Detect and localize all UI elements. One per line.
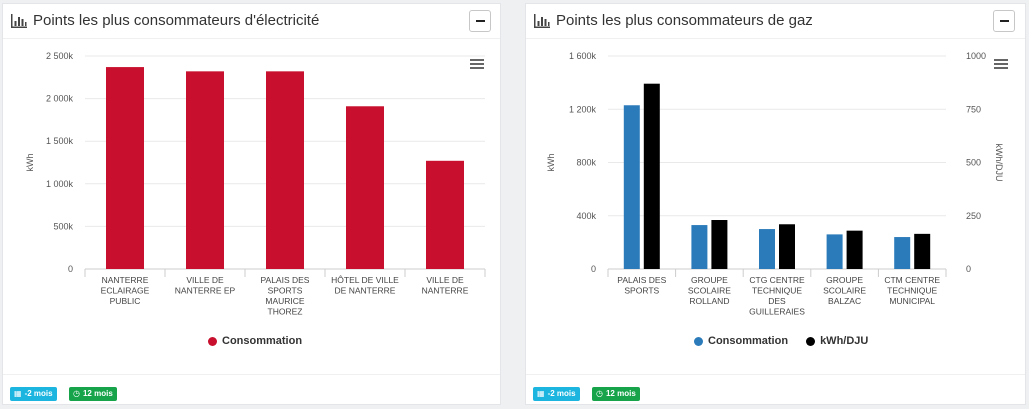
bar-kwh-dju bbox=[846, 230, 863, 269]
bar-kwh-dju bbox=[711, 220, 728, 269]
x-tick-label: GROUPE SCOLAIRE BALZAC bbox=[823, 275, 866, 306]
legend-label: Consommation bbox=[222, 335, 303, 347]
calendar-icon: ▦ bbox=[537, 389, 545, 398]
bar-consommation bbox=[346, 106, 384, 269]
y-tick-label: 0 bbox=[68, 264, 73, 274]
badge-label: 12 mois bbox=[82, 389, 113, 398]
chart-menu-icon[interactable] bbox=[470, 59, 484, 71]
bar-kwh-dju bbox=[779, 224, 795, 269]
electricity-panel-header: Points les plus consommateurs d'électric… bbox=[3, 4, 500, 39]
legend-label: kWh/DJU bbox=[820, 335, 869, 347]
calendar-icon: ▦ bbox=[14, 389, 22, 398]
y-right-tick-label: 1000 bbox=[966, 51, 986, 61]
y-tick-label: 1 600k bbox=[569, 51, 597, 61]
bar-consommation bbox=[186, 71, 224, 269]
collapse-button[interactable] bbox=[993, 10, 1015, 32]
legend-marker bbox=[208, 337, 217, 346]
legend-marker bbox=[694, 337, 703, 346]
panel-title: Points les plus consommateurs d'électric… bbox=[33, 12, 320, 29]
y-tick-label: 1 200k bbox=[569, 104, 597, 114]
x-tick-label: HÔTEL DE VILLE DE NANTERRE bbox=[331, 275, 399, 296]
y-right-tick-label: 500 bbox=[966, 158, 981, 168]
bar-consommation bbox=[691, 225, 708, 269]
minus-icon bbox=[1000, 20, 1009, 22]
legend-label: Consommation bbox=[708, 335, 789, 347]
chart-legend: Consommation kWh/DJU bbox=[694, 335, 886, 347]
bar-kwh-dju bbox=[914, 233, 931, 269]
bar-consommation bbox=[894, 237, 911, 269]
legend-marker bbox=[806, 337, 816, 346]
electricity-chart: 0 500k 1 000k 1 500k 2 000k 2 500k kWh NANTERRE… bbox=[25, 51, 486, 317]
x-tick-label: PALAIS DES SPORTS bbox=[617, 275, 666, 296]
chart-legend: Consommation bbox=[208, 335, 320, 347]
x-tick-label: VILLE DE NANTERRE bbox=[422, 275, 469, 296]
y-tick-label: 0 bbox=[591, 264, 596, 274]
x-tick-label: GROUPE SCOLAIRE ROLLAND bbox=[688, 275, 731, 306]
y-right-tick-label: 250 bbox=[966, 211, 981, 221]
x-tick-label: CTG CENTRE TECHNIQUE DES GUILLERAIES bbox=[749, 275, 805, 317]
panel-footer: ▦ -2 mois ◷ 12 mois bbox=[526, 374, 1025, 406]
y-right-tick-label: 750 bbox=[966, 104, 981, 114]
x-tick-label: PALAIS DES SPORTS MAURICE THOREZ bbox=[261, 275, 310, 317]
y-tick-label: 800k bbox=[576, 158, 596, 168]
bar-consommation bbox=[426, 160, 464, 269]
legend-item-consommation[interactable]: Consommation bbox=[694, 335, 788, 347]
badge-label: 12 mois bbox=[605, 389, 636, 398]
clock-icon: ◷ bbox=[596, 389, 603, 398]
bar-chart-icon bbox=[534, 14, 550, 28]
x-tick-label: CTM CENTRE TECHNIQUE MUNICIPAL bbox=[884, 275, 940, 306]
y-tick-label: 2 000k bbox=[46, 94, 74, 104]
y-tick-label: 2 500k bbox=[46, 51, 74, 61]
y-axis-label: kWh bbox=[546, 154, 556, 172]
chart-menu-icon[interactable] bbox=[994, 59, 1008, 71]
gas-chart: 0 400k 800k 1 200k 1 600k 0 250 500 750 1000 kWh/D… bbox=[546, 51, 1004, 317]
electricity-panel: Points les plus consommateurs d'électric… bbox=[2, 3, 501, 405]
legend-item-consommation[interactable]: Consommation bbox=[208, 335, 302, 347]
badge-label: -2 mois bbox=[547, 389, 576, 398]
bar-chart-icon bbox=[11, 14, 27, 28]
x-tick-label: NANTERRE ECLAIRAGE PUBLIC bbox=[101, 275, 150, 306]
period-2-months-badge[interactable]: ▦ -2 mois bbox=[10, 387, 57, 401]
y-axis-label: kWh bbox=[25, 154, 35, 172]
period-2-months-badge[interactable]: ▦ -2 mois bbox=[533, 387, 580, 401]
bar-consommation bbox=[759, 229, 775, 269]
y-tick-label: 500k bbox=[53, 221, 73, 231]
bar-kwh-dju bbox=[643, 83, 660, 269]
bar-consommation bbox=[623, 105, 640, 269]
period-12-months-badge[interactable]: ◷ 12 mois bbox=[69, 387, 117, 401]
gas-panel-header: Points les plus consommateurs de gaz bbox=[526, 4, 1025, 39]
badge-label: -2 mois bbox=[24, 389, 53, 398]
y-tick-label: 1 000k bbox=[46, 179, 74, 189]
y-right-tick-label: 0 bbox=[966, 264, 971, 274]
y-tick-label: 1 500k bbox=[46, 136, 74, 146]
gas-panel: Points les plus consommateurs de gaz 0 40… bbox=[525, 3, 1026, 405]
clock-icon: ◷ bbox=[73, 389, 80, 398]
x-tick-label: VILLE DE NANTERRE EP bbox=[175, 275, 236, 296]
bar-consommation bbox=[266, 71, 304, 269]
minus-icon bbox=[476, 20, 485, 22]
y-tick-label: 400k bbox=[576, 211, 596, 221]
collapse-button[interactable] bbox=[469, 10, 491, 32]
panel-title: Points les plus consommateurs de gaz bbox=[556, 12, 813, 29]
period-12-months-badge[interactable]: ◷ 12 mois bbox=[592, 387, 640, 401]
legend-item-kwh-dju[interactable]: kWh/DJU bbox=[806, 335, 868, 347]
y-right-axis-label: kWh/DJU bbox=[994, 144, 1004, 182]
bar-consommation bbox=[826, 234, 843, 269]
bar-consommation bbox=[106, 67, 144, 269]
panel-footer: ▦ -2 mois ◷ 12 mois bbox=[3, 374, 500, 406]
